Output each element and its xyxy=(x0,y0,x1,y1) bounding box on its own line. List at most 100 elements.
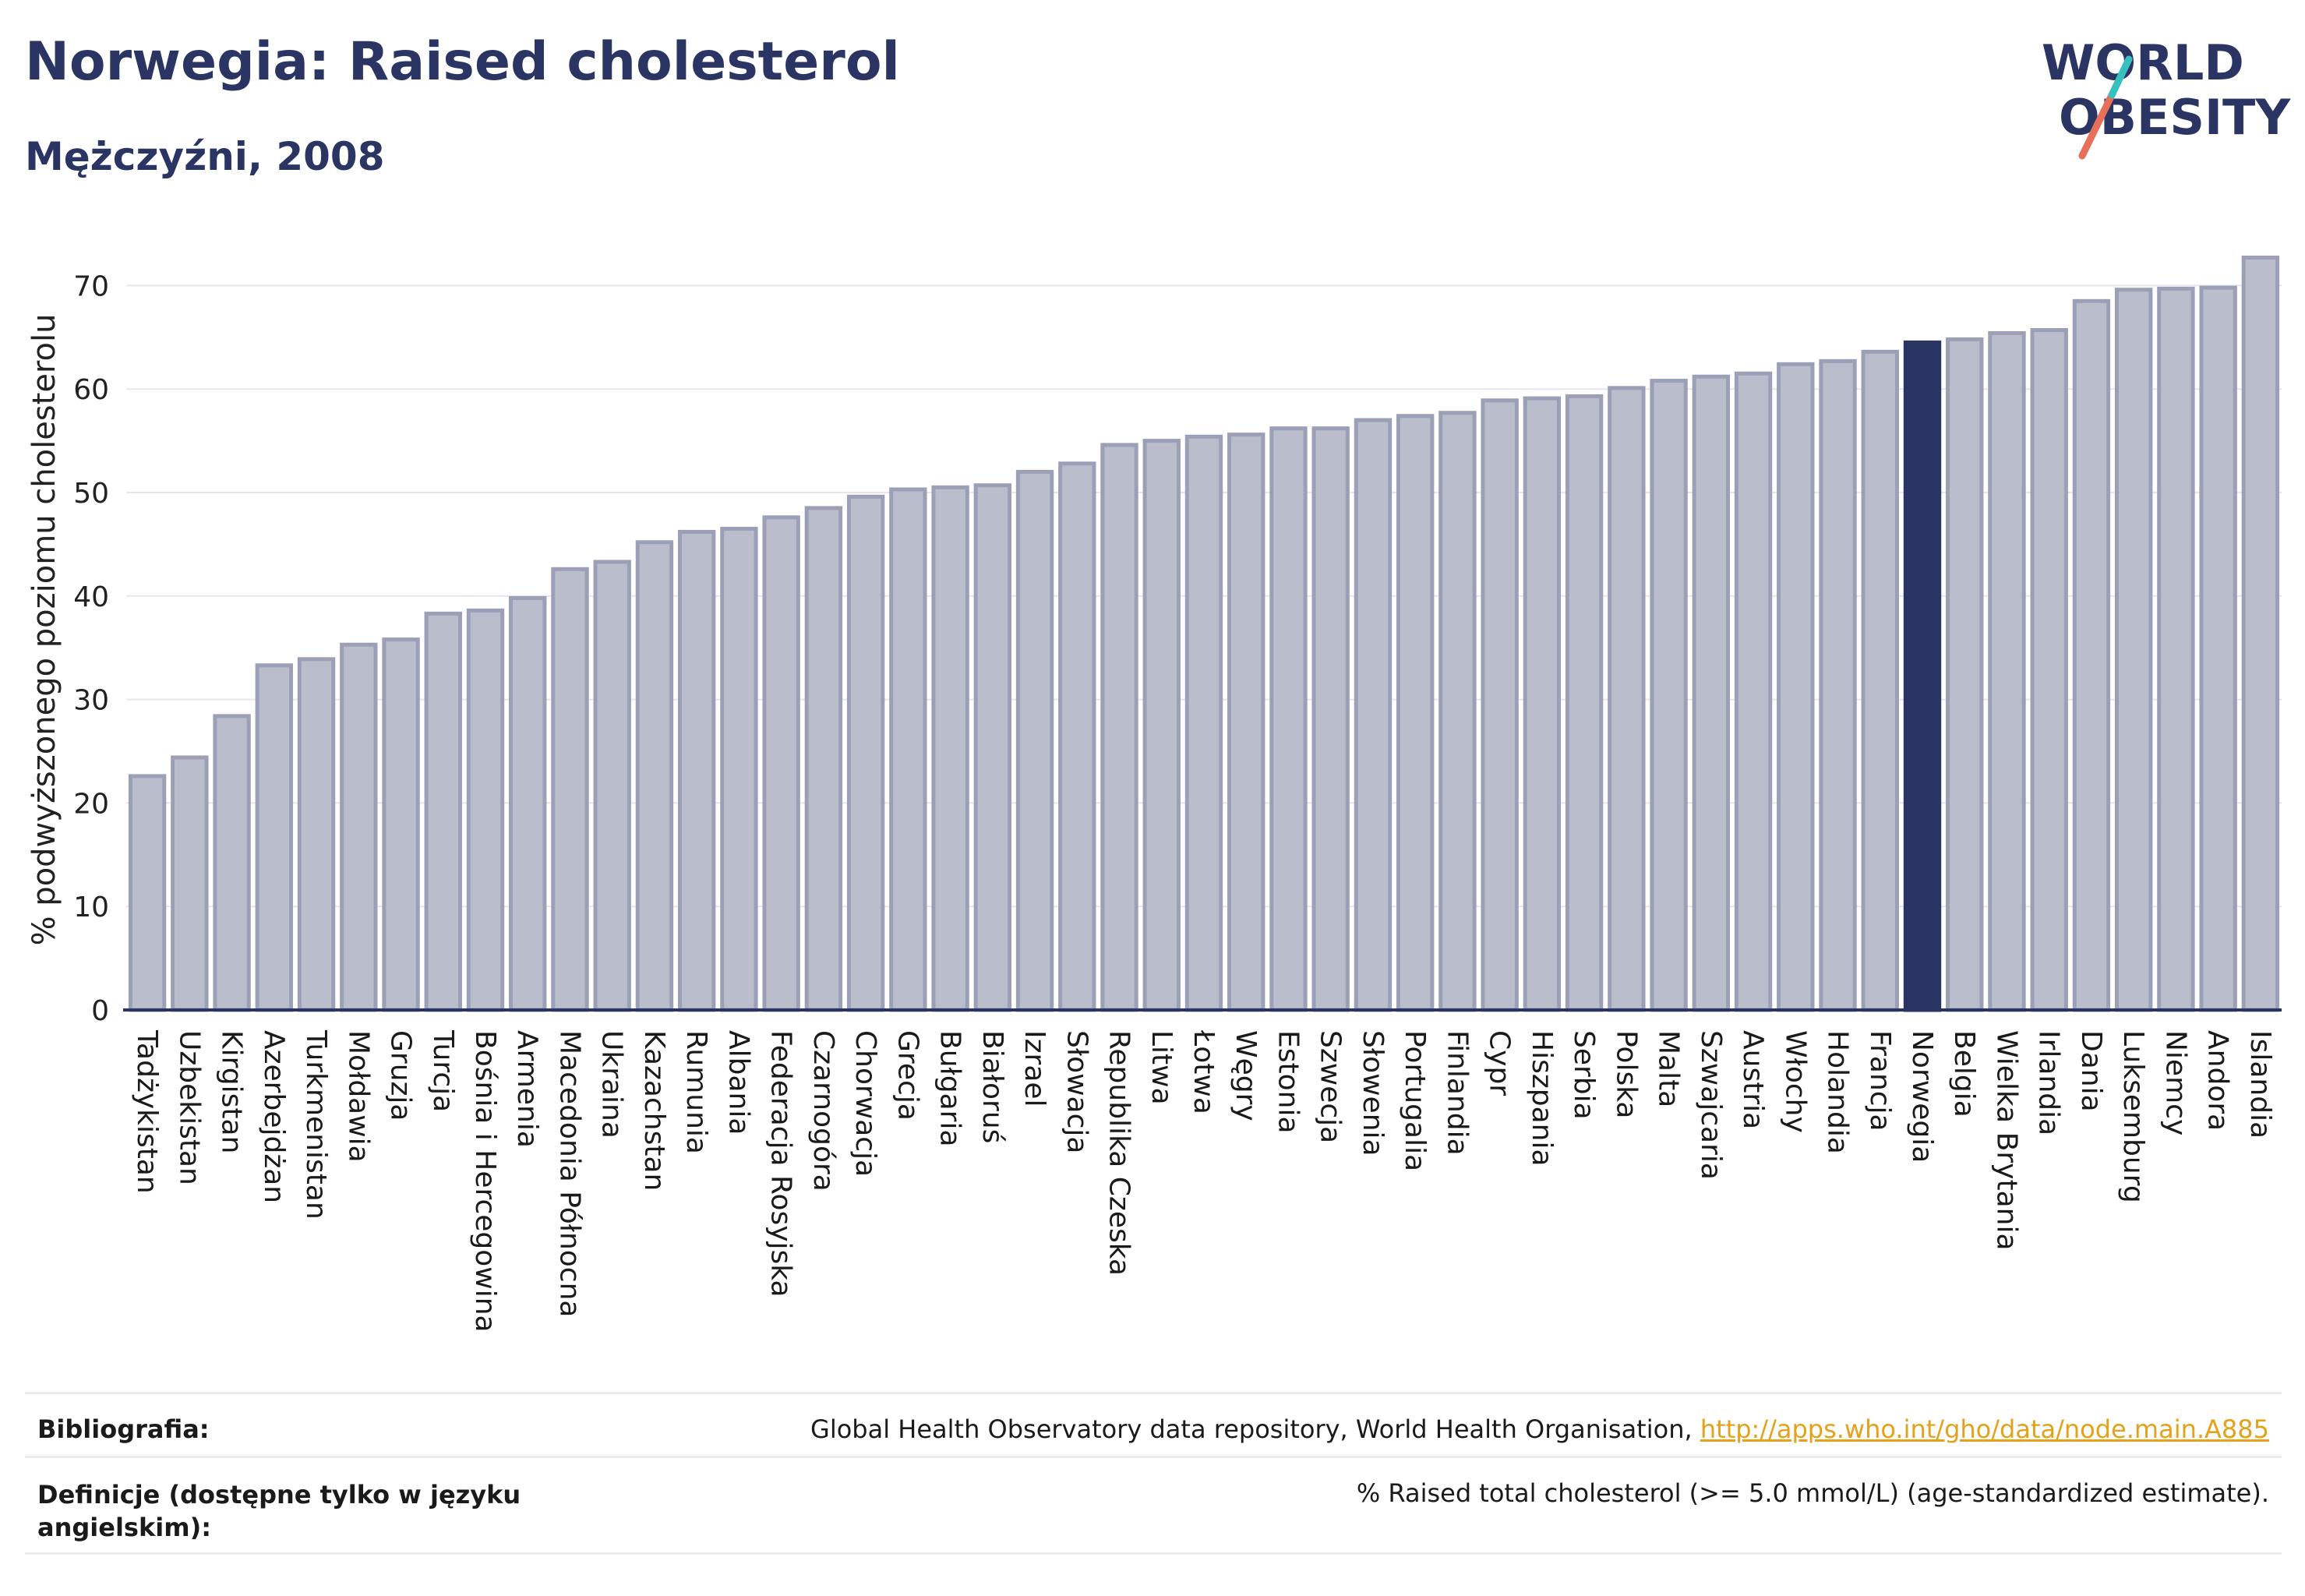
bar xyxy=(382,637,420,1012)
bibliography-label: Bibliografia: xyxy=(37,1414,210,1444)
footer-bottom-divider xyxy=(25,1552,2282,1555)
x-tick-label: Szwecja xyxy=(1315,1030,1347,1143)
bar xyxy=(1269,426,1308,1012)
x-tick-label: Estonia xyxy=(1272,1030,1304,1134)
x-tick-label: Francja xyxy=(1864,1030,1896,1132)
logo-slash-red xyxy=(2078,91,2116,160)
x-tick-label: Bułgaria xyxy=(934,1030,966,1147)
x-tick-label: Czarnogóra xyxy=(807,1030,839,1192)
bar xyxy=(1396,414,1435,1012)
bar xyxy=(1184,434,1223,1012)
x-tick-label: Serbia xyxy=(1568,1030,1600,1120)
bar xyxy=(128,774,167,1012)
world-obesity-logo: WORLD OBESITY xyxy=(2042,34,2291,160)
bar xyxy=(1481,398,1519,1012)
bar xyxy=(1523,396,1562,1012)
x-tick-label: Andora xyxy=(2202,1030,2234,1131)
bar xyxy=(677,529,716,1012)
bar xyxy=(593,560,631,1012)
bibliography-row: Bibliografia: Global Health Observatory … xyxy=(25,1392,2282,1458)
bar xyxy=(466,608,505,1012)
bar xyxy=(846,494,885,1012)
bar xyxy=(424,611,462,1012)
bar xyxy=(889,487,927,1012)
x-tick-label: Polska xyxy=(1610,1030,1642,1118)
bar xyxy=(213,714,251,1012)
bar xyxy=(1100,443,1138,1012)
logo-line1: WORLD xyxy=(2042,34,2244,91)
bar xyxy=(762,515,800,1012)
x-tick-label: Ukraina xyxy=(596,1030,628,1139)
bar xyxy=(340,642,378,1012)
bar xyxy=(1142,439,1181,1012)
bar xyxy=(2241,256,2280,1012)
definitions-label-line2: angielskim): xyxy=(37,1513,211,1542)
bar xyxy=(1608,386,1646,1012)
x-tick-label: Hiszpania xyxy=(1526,1030,1558,1167)
x-tick-label: Finlandia xyxy=(1441,1030,1473,1156)
x-tick-label: Tadżykistan xyxy=(131,1029,163,1194)
bar xyxy=(1777,362,1815,1012)
x-tick-label: Islandia xyxy=(2244,1030,2276,1139)
x-tick-label: Austria xyxy=(1737,1030,1769,1129)
bar xyxy=(1819,358,1857,1012)
x-tick-label: Grecja xyxy=(891,1030,923,1121)
bar xyxy=(255,663,294,1012)
x-tick-label: Rumunia xyxy=(680,1030,712,1154)
bar xyxy=(635,540,674,1012)
bar xyxy=(931,485,969,1012)
definitions-value: % Raised total cholesterol (>= 5.0 mmol/… xyxy=(1356,1478,2269,1508)
definitions-label: Definicje (dostępne tylko w języku angiel… xyxy=(37,1478,521,1544)
x-tick-label: Łotwa xyxy=(1188,1029,1220,1114)
bar xyxy=(2199,285,2237,1012)
bar xyxy=(1354,418,1393,1012)
x-tick-label: Cypr xyxy=(1484,1030,1516,1096)
x-tick-label: Węgry xyxy=(1230,1030,1262,1121)
page-subtitle: Mężczyźni, 2008 xyxy=(25,134,385,179)
x-tick-label: Włochy xyxy=(1779,1030,1811,1133)
bar-chart: 0 10 20 30 40 50 60 70 % podwyższonego poziomu c… xyxy=(26,256,2282,1333)
bar xyxy=(1058,461,1096,1012)
y-tick-label: 40 xyxy=(73,581,109,613)
y-tick-label: 70 xyxy=(73,270,109,302)
bar xyxy=(1692,374,1731,1012)
x-tick-label: Luksemburg xyxy=(2117,1030,2149,1203)
y-axis-label: % podwyższonego poziomu cholesterolu xyxy=(26,314,62,946)
bar xyxy=(509,595,547,1012)
x-tick-label: Azerbejdżan xyxy=(258,1030,290,1203)
y-tick-label: 30 xyxy=(73,685,109,717)
y-tick-label: 10 xyxy=(73,892,109,923)
bar xyxy=(2157,286,2195,1012)
x-tick-label: Turcja xyxy=(427,1029,459,1112)
bibliography-value: Global Health Observatory data repositor… xyxy=(810,1414,2269,1444)
y-tick-label: 20 xyxy=(73,788,109,820)
x-tick-label: Niemcy xyxy=(2159,1030,2191,1135)
definitions-label-line1: Definicje (dostępne tylko w języku xyxy=(37,1480,521,1509)
x-tick-label: Albania xyxy=(722,1030,754,1135)
bar xyxy=(2114,288,2153,1012)
x-tick-label: Bośnia i Hercegowina xyxy=(469,1030,501,1333)
x-tick-label: Słowenia xyxy=(1357,1030,1389,1156)
bar xyxy=(804,506,843,1012)
x-tick-label: Irlandia xyxy=(2033,1030,2065,1135)
x-tick-label: Litwa xyxy=(1145,1030,1177,1105)
bar xyxy=(297,657,336,1012)
y-tick-label: 60 xyxy=(73,374,109,406)
x-tick-label: Belgia xyxy=(1948,1030,1980,1118)
x-tick-label: Kazachstan xyxy=(638,1030,670,1191)
x-tick-label: Słowacja xyxy=(1061,1030,1092,1153)
x-tick-label: Holandia xyxy=(1822,1030,1854,1154)
bar xyxy=(1861,349,1899,1012)
bar xyxy=(2072,298,2111,1012)
bar xyxy=(973,483,1012,1012)
x-tick-label: Federacja Rosyjska xyxy=(765,1030,797,1298)
definitions-row: Definicje (dostępne tylko w języku angiel… xyxy=(25,1456,2282,1555)
page-title: Norwegia: Raised cholesterol xyxy=(25,31,900,93)
bibliography-link[interactable]: http://apps.who.int/gho/data/node.main.A… xyxy=(1700,1414,2269,1444)
bar xyxy=(1650,379,1688,1012)
bar xyxy=(1438,411,1477,1012)
x-tick-label: Chorwacja xyxy=(849,1030,881,1177)
bar xyxy=(1946,337,1984,1012)
bar xyxy=(1311,426,1350,1012)
y-tick-label: 0 xyxy=(91,995,109,1027)
